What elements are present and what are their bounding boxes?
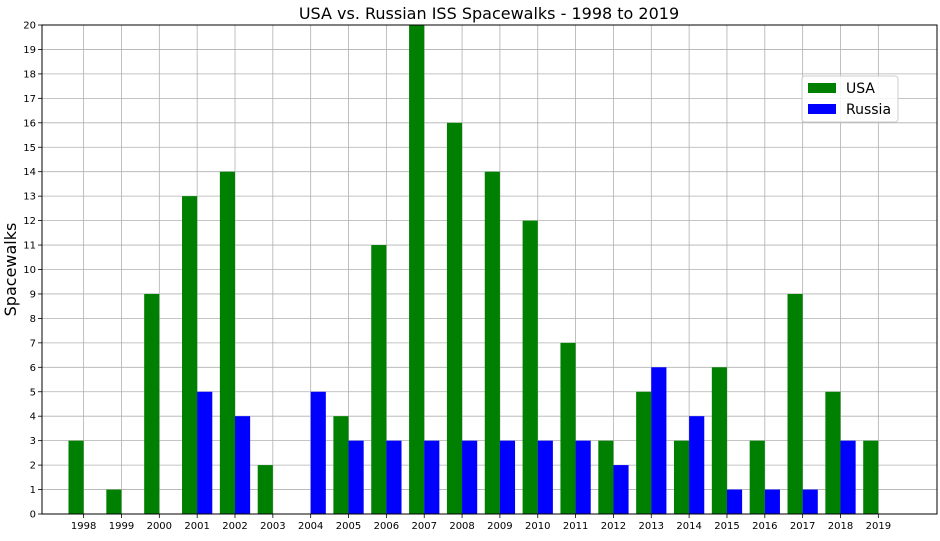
y-tick-label: 5 [30,387,36,398]
x-tick-label: 2014 [676,521,701,532]
legend-swatch-usa [808,83,836,93]
bar-usa-1998 [68,440,84,514]
bar-usa-2009 [484,171,500,514]
x-tick-label: 2003 [260,521,285,532]
bar-russia-2016 [764,489,780,514]
bar-russia-2015 [726,489,743,514]
bar-usa-2008 [446,122,463,515]
bar-russia-2004 [310,391,326,514]
y-tick-label: 0 [30,510,36,521]
bar-usa-2005 [333,416,349,514]
x-tick-label: 1999 [109,521,134,532]
legend: USA Russia [801,75,899,123]
x-tick-label: 2018 [828,521,853,532]
x-tick-label: 2017 [790,521,815,532]
bar-russia-2001 [197,391,213,514]
y-tick-label: 11 [23,241,36,252]
y-tick-label: 16 [23,118,36,129]
y-tick-label: 4 [30,412,36,423]
bar-russia-2006 [386,440,402,514]
bar-usa-2015 [711,367,727,514]
bar-usa-2017 [787,293,803,514]
bar-russia-2014 [689,416,705,514]
bar-usa-2012 [598,440,614,514]
bar-russia-2002 [235,416,251,514]
bar-usa-2000 [144,293,160,514]
y-tick-label: 12 [23,216,36,227]
legend-swatch-russia [808,104,836,114]
x-tick-label: 2012 [601,521,626,532]
bar-russia-2018 [840,440,856,514]
bar-russia-2005 [348,440,364,514]
x-tick-label: 2016 [752,521,777,532]
bar-russia-2017 [802,489,818,514]
x-tick-label: 2000 [147,521,172,532]
bar-russia-2008 [462,440,478,514]
bar-russia-2011 [575,440,591,514]
y-tick-label: 18 [23,69,36,80]
bar-usa-2018 [825,391,841,514]
x-tick-label: 2001 [184,521,209,532]
bar-usa-2010 [522,220,538,514]
bar-usa-2007 [409,25,425,514]
bar-russia-2012 [613,465,629,514]
y-tick-label: 7 [30,338,36,349]
x-tick-label: 2007 [411,521,436,532]
bar-usa-2014 [673,440,690,514]
chart-title: USA vs. Russian ISS Spacewalks - 1998 to… [299,4,679,23]
bar-usa-2016 [749,440,765,514]
x-tick-label: 2010 [525,521,550,532]
legend-label-russia: Russia [846,102,891,118]
y-tick-label: 15 [23,143,36,154]
x-tick-label: 2008 [449,521,474,532]
x-tick-label: 2009 [487,521,512,532]
bar-usa-1999 [106,489,122,514]
y-tick-label: 10 [23,265,36,276]
x-tick-label: 2015 [714,521,739,532]
y-axis-label: Spacewalks [1,223,20,317]
bar-russia-2010 [537,440,553,514]
x-tick-label: 2011 [563,521,588,532]
plot-frame [41,24,938,515]
x-tick-label: 2006 [374,521,399,532]
bar-russia-2007 [424,440,440,514]
bar-usa-2011 [560,342,576,514]
y-tick-label: 19 [23,45,36,56]
y-tick-label: 20 [23,21,36,32]
y-tick-label: 14 [23,167,36,178]
x-tick-label: 2013 [639,521,664,532]
x-tick-label: 1998 [71,521,96,532]
x-tick-label: 2004 [298,521,323,532]
bar-usa-2019 [863,440,879,514]
y-tick-label: 9 [30,289,36,300]
y-tick-label: 6 [30,363,36,374]
bar-usa-2006 [371,245,387,515]
bar-russia-2009 [499,440,516,514]
y-tick-label: 1 [30,485,36,496]
bar-usa-2003 [257,465,273,514]
y-tick-label: 17 [23,94,36,105]
bar-russia-2013 [651,367,667,514]
y-tick-label: 3 [30,436,36,447]
bar-usa-2002 [219,171,236,514]
x-tick-label: 2005 [336,521,361,532]
bar-usa-2013 [636,391,652,514]
bar-usa-2001 [182,196,198,514]
legend-label-usa: USA [846,81,875,97]
x-tick-label: 2019 [866,521,891,532]
x-tick-label: 2002 [222,521,247,532]
y-tick-label: 2 [30,461,36,472]
y-tick-label: 8 [30,314,36,325]
y-tick-label: 13 [23,192,36,203]
bars [68,25,879,515]
